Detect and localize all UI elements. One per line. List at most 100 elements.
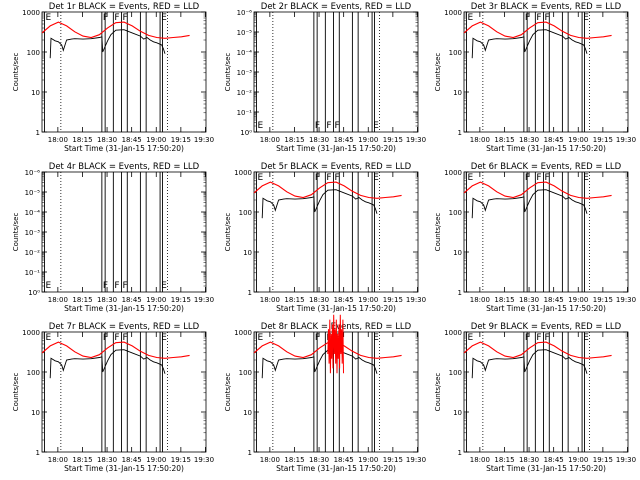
x-tick-label: 18:15	[494, 456, 514, 464]
x-tick-label: 18:45	[122, 296, 142, 304]
x-axis-label: Start Time (31-Jan-15 17:50:20)	[276, 144, 396, 153]
y-tick-label: 10	[243, 249, 252, 257]
x-tick-label: 18:45	[122, 456, 142, 464]
x-axis-label: Start Time (31-Jan-15 17:50:20)	[64, 144, 184, 153]
event-label: F	[335, 121, 340, 131]
events-series-line	[49, 349, 166, 379]
plot-frame	[41, 331, 207, 453]
y-tick-label: 100	[239, 209, 252, 217]
y-axis-label: Counts/sec	[434, 373, 442, 412]
plot-frame	[41, 11, 207, 133]
y-axis-label: Counts/sec	[434, 213, 442, 252]
event-label: F	[545, 173, 550, 183]
x-tick-label: 19:00	[358, 136, 378, 144]
x-tick-label: 19:30	[194, 136, 214, 144]
y-tick-label: 10	[31, 89, 40, 97]
panel-title: Det 3r BLACK = Events, RED = LLD	[471, 2, 622, 12]
event-label: E	[467, 173, 473, 183]
y-tick-label: 1	[458, 289, 462, 297]
plot-frame	[463, 171, 629, 293]
x-tick-label: 19:30	[406, 136, 426, 144]
x-tick-label: 19:15	[593, 296, 613, 304]
x-tick-label: 19:00	[146, 136, 166, 144]
event-label: E	[583, 13, 589, 23]
y-tick-label: 10	[453, 409, 462, 417]
lld-series-line	[41, 341, 190, 359]
y-tick-label: 10⁻⁶	[25, 169, 41, 177]
x-tick-label: 18:45	[544, 136, 564, 144]
x-axis-label: Start Time (31-Jan-15 17:50:20)	[64, 304, 184, 313]
x-tick-label: 18:30	[309, 136, 329, 144]
y-axis-label: Counts/sec	[434, 53, 442, 92]
y-tick-label: 1	[458, 129, 462, 137]
lld-series-line	[41, 21, 190, 39]
y-tick-label: 10⁻³	[237, 69, 253, 77]
events-series-line	[471, 29, 588, 59]
event-label: E	[373, 333, 379, 343]
event-label: F	[545, 333, 550, 343]
panel-title: Det 6r BLACK = Events, RED = LLD	[471, 162, 622, 172]
y-tick-label: 1000	[22, 329, 40, 337]
y-tick-label: 1	[36, 449, 40, 457]
y-tick-label: 10	[243, 409, 252, 417]
x-tick-label: 19:00	[358, 296, 378, 304]
x-tick-label: 18:15	[284, 456, 304, 464]
x-tick-label: 19:15	[593, 136, 613, 144]
y-tick-label: 1	[36, 129, 40, 137]
x-tick-label: 19:15	[171, 456, 191, 464]
y-tick-label: 100	[449, 49, 462, 57]
x-tick-label: 19:15	[171, 296, 191, 304]
x-tick-label: 18:45	[544, 456, 564, 464]
event-label: E	[257, 173, 263, 183]
x-tick-label: 18:45	[122, 136, 142, 144]
x-tick-label: 18:45	[334, 456, 354, 464]
plot-frame	[41, 171, 207, 293]
x-tick-label: 18:00	[470, 136, 490, 144]
event-label: E	[45, 333, 51, 343]
x-tick-label: 19:00	[358, 456, 378, 464]
x-tick-label: 19:00	[146, 296, 166, 304]
panel-det-7r: Det 7r BLACK = Events, RED = LLD 1 10 100 10…	[12, 322, 214, 473]
x-tick-label: 19:30	[406, 296, 426, 304]
event-label: E	[257, 333, 263, 343]
x-tick-label: 18:30	[519, 136, 539, 144]
x-tick-label: 19:30	[616, 296, 636, 304]
x-tick-label: 18:15	[72, 296, 92, 304]
y-tick-label: 10⁻³	[25, 229, 41, 237]
event-label: F	[114, 13, 119, 23]
panel-det-5r: Det 5r BLACK = Events, RED = LLD 1 10 100 10…	[224, 162, 426, 313]
x-tick-label: 18:30	[309, 296, 329, 304]
event-label: F	[335, 173, 340, 183]
x-tick-label: 18:00	[470, 296, 490, 304]
x-tick-label: 18:15	[494, 296, 514, 304]
y-tick-label: 10⁻⁴	[25, 209, 41, 217]
event-label: F	[536, 333, 541, 343]
y-tick-label: 10⁻¹	[25, 269, 41, 277]
event-label: E	[161, 333, 167, 343]
x-axis-label: Start Time (31-Jan-15 17:50:20)	[64, 464, 184, 473]
x-axis-label: Start Time (31-Jan-15 17:50:20)	[486, 304, 606, 313]
x-axis-label: Start Time (31-Jan-15 17:50:20)	[486, 144, 606, 153]
y-tick-label: 10⁻²	[237, 89, 253, 97]
x-tick-label: 18:00	[260, 456, 280, 464]
x-tick-label: 18:00	[48, 136, 68, 144]
panel-title: Det 9r BLACK = Events, RED = LLD	[471, 322, 622, 332]
event-label: E	[257, 121, 263, 131]
panel-det-3r: Det 3r BLACK = Events, RED = LLD 1 10 100 10…	[434, 2, 636, 153]
plot-frame	[253, 11, 419, 133]
y-tick-label: 1000	[234, 329, 252, 337]
y-tick-label: 10⁻⁵	[25, 189, 41, 197]
y-axis-label: Counts/sec	[224, 373, 232, 412]
y-tick-label: 10⁰	[28, 289, 40, 297]
events-series-line	[261, 189, 378, 219]
y-tick-label: 100	[449, 209, 462, 217]
x-tick-label: 19:30	[616, 456, 636, 464]
panel-title: Det 4r BLACK = Events, RED = LLD	[49, 162, 200, 172]
event-label: E	[467, 333, 473, 343]
x-tick-label: 19:15	[383, 136, 403, 144]
x-tick-label: 19:00	[146, 456, 166, 464]
event-label: F	[326, 173, 331, 183]
panel-det-9r: Det 9r BLACK = Events, RED = LLD 1 10 100 10…	[434, 322, 636, 473]
x-tick-label: 18:15	[72, 456, 92, 464]
